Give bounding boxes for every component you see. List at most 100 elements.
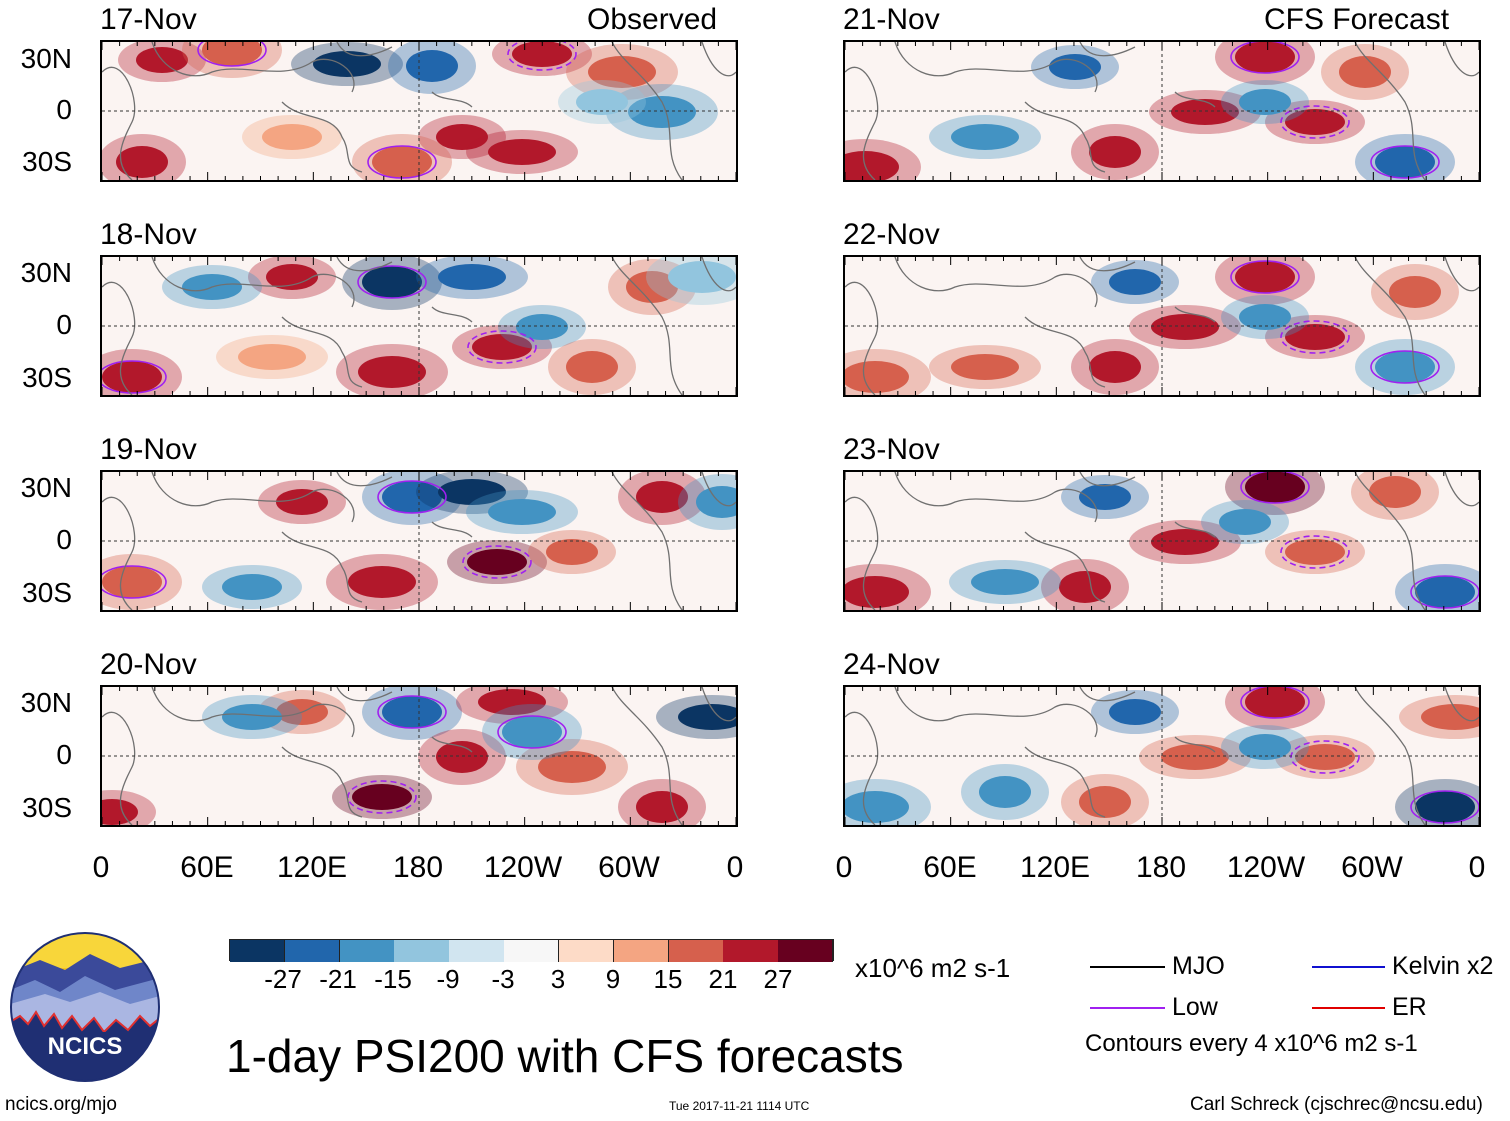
low-contour <box>377 695 447 729</box>
low-contour <box>1280 320 1350 354</box>
anomaly-core <box>1285 109 1345 135</box>
anomaly-core <box>1339 56 1391 88</box>
map-canvas <box>845 42 1479 180</box>
coastline <box>102 257 736 395</box>
anomaly-core <box>488 139 556 165</box>
anomaly-core <box>1295 744 1355 770</box>
lon-label-120w: 120W <box>1226 851 1306 884</box>
anomaly-core <box>1109 269 1161 295</box>
low-contour <box>497 715 567 749</box>
anomaly-core <box>276 489 328 515</box>
map-canvas <box>102 687 736 825</box>
colorbar-swatch <box>558 940 615 962</box>
colorbar-swatch <box>613 940 670 962</box>
map-panel-observed-18nov <box>100 255 738 397</box>
anomaly-core <box>1375 146 1435 178</box>
anomaly-core <box>102 361 162 393</box>
low-contour <box>347 780 417 814</box>
lat-label-eq: 0 <box>56 524 72 555</box>
anomaly-core <box>488 499 556 525</box>
colorbar-label: 9 <box>605 964 621 994</box>
map-canvas <box>845 472 1479 610</box>
anomaly-core <box>472 334 532 360</box>
legend-line-low <box>1090 1007 1165 1009</box>
anomaly-core <box>1079 484 1131 510</box>
anomaly-core <box>1239 734 1291 760</box>
coastline <box>102 472 736 610</box>
ncics-logo[interactable]: NCICS <box>10 932 160 1082</box>
lat-label-30s: 30S <box>22 362 72 393</box>
panel-date-22nov: 22-Nov <box>843 218 940 251</box>
anomaly-core <box>358 356 426 388</box>
anomaly-core <box>576 89 628 115</box>
anomaly-core <box>1415 576 1475 608</box>
anomaly-core <box>845 791 909 823</box>
lon-label-60w: 60W <box>598 851 660 884</box>
anomaly-core <box>1059 571 1111 603</box>
anomaly-core <box>1415 791 1475 823</box>
legend-label-kelvin: Kelvin x2 <box>1392 952 1494 980</box>
anomaly-core <box>362 266 422 298</box>
map-canvas <box>102 257 736 395</box>
legend-label-low: Low <box>1172 993 1218 1021</box>
anomaly-core <box>1285 539 1345 565</box>
low-contour <box>467 330 537 364</box>
map-canvas <box>102 472 736 610</box>
anomaly-core <box>1245 472 1305 503</box>
lon-label-60e: 60E <box>180 851 234 884</box>
coastline <box>845 42 1479 180</box>
map-panel-forecast-23nov <box>843 470 1481 612</box>
lon-label-180: 180 <box>1135 851 1187 884</box>
map-canvas <box>845 687 1479 825</box>
anomaly-core <box>222 574 282 600</box>
low-contour <box>1280 105 1350 139</box>
legend-line-mjo <box>1090 966 1165 968</box>
anomaly-core <box>636 481 688 513</box>
anomaly-core <box>436 124 488 150</box>
anomaly-core <box>1235 42 1295 73</box>
lon-label-180: 180 <box>392 851 444 884</box>
observed-header: Observed <box>587 3 718 36</box>
map-panel-forecast-22nov <box>843 255 1481 397</box>
site-link[interactable]: ncics.org/mjo <box>5 1094 117 1115</box>
anomaly-core <box>1109 699 1161 725</box>
anomaly-core <box>266 264 318 290</box>
coastline <box>102 687 736 825</box>
anomaly-core <box>478 689 546 715</box>
anomaly-core <box>845 576 909 608</box>
colorbar-swatch <box>668 940 724 962</box>
panel-date-18nov: 18-Nov <box>100 218 197 251</box>
anomaly-core <box>1285 324 1345 350</box>
anomaly-core <box>1239 89 1291 115</box>
anomaly-core <box>845 361 909 393</box>
anomaly-core <box>951 354 1019 380</box>
anomaly-core <box>1151 529 1219 555</box>
lon-label-60e: 60E <box>923 851 977 884</box>
low-contour <box>1370 145 1440 179</box>
anomaly-core <box>238 344 306 370</box>
anomaly-core <box>588 56 656 88</box>
lon-label-0: 0 <box>726 851 744 884</box>
anomaly-core <box>678 704 736 730</box>
colorbar-label: -27 <box>264 964 302 994</box>
lon-label-0: 0 <box>1468 851 1486 884</box>
anomaly-core <box>979 776 1031 808</box>
lon-label-120e: 120E <box>276 851 348 884</box>
anomaly-core <box>1389 276 1441 308</box>
colorbar-label: -9 <box>436 964 460 994</box>
contours-note: Contours every 4 x10^6 m2 s-1 <box>1085 1030 1418 1057</box>
anomaly-core <box>1049 54 1101 80</box>
anomaly-core <box>971 569 1039 595</box>
anomaly-core <box>1151 314 1219 340</box>
anomaly-core <box>1375 351 1435 383</box>
cfs-forecast-header: CFS Forecast <box>1264 3 1450 36</box>
figure-title: 1-day PSI200 with CFS forecasts <box>226 1030 904 1082</box>
legend-label-mjo: MJO <box>1172 952 1225 980</box>
anomaly-core <box>222 704 282 730</box>
colorbar-label: 3 <box>550 964 566 994</box>
anomaly-core <box>566 351 618 383</box>
anomaly-core <box>202 42 262 66</box>
low-contour <box>197 42 267 67</box>
anomaly-core <box>668 261 736 293</box>
lat-label-30n: 30N <box>20 472 72 503</box>
